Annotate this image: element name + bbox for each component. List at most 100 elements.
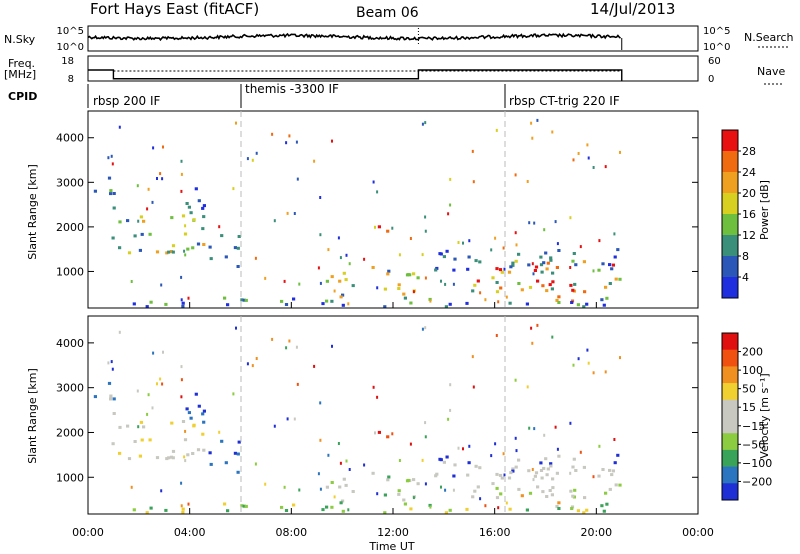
xtick-label: 04:00: [174, 526, 206, 539]
power-point: [151, 200, 154, 204]
power-cell: [109, 192, 113, 196]
beam-title: Beam 06: [356, 5, 419, 21]
velocity-cell: [540, 476, 544, 480]
velocity-cell: [514, 465, 518, 469]
colorbar-segment: [722, 333, 738, 351]
velocity-cell: [201, 432, 205, 436]
power-cell: [571, 259, 575, 263]
velocity-cell: [448, 508, 452, 512]
ytick-label: 2000: [56, 426, 84, 439]
velocity-cell: [181, 507, 185, 511]
velocity-point: [592, 371, 595, 375]
power-cell: [583, 290, 587, 294]
power-point: [572, 158, 575, 162]
velocity-cell: [608, 487, 612, 491]
colorbar-segment: [722, 172, 738, 194]
velocity-cell: [582, 511, 586, 515]
nsky-label: N.Sky: [4, 33, 36, 46]
velocity-point: [533, 427, 536, 431]
colorbar-segment: [722, 235, 738, 257]
power-point: [515, 243, 518, 247]
velocity-cell: [555, 471, 559, 475]
velocity-point: [449, 383, 452, 387]
power-cell: [428, 297, 432, 301]
velocity-cell: [571, 465, 575, 469]
power-point: [447, 212, 450, 216]
power-cell: [171, 250, 175, 254]
velocity-point: [536, 323, 539, 327]
velocity-cell: [491, 482, 495, 486]
power-point: [619, 150, 621, 154]
power-point: [462, 241, 464, 245]
velocity-point: [421, 458, 424, 462]
velocity-point: [429, 505, 432, 509]
power-cell: [339, 295, 343, 299]
power-point: [531, 262, 534, 266]
velocity-point: [180, 504, 183, 508]
power-cell: [511, 263, 515, 267]
power-point: [495, 128, 498, 132]
power-cell: [495, 290, 500, 294]
velocity-cell: [428, 503, 432, 507]
nave-label: Nave: [757, 65, 785, 78]
power-cell: [507, 270, 512, 274]
colorbar-tick-label: 16: [742, 208, 756, 221]
power-cell: [233, 246, 237, 250]
power-cell: [616, 248, 620, 252]
power-cell: [224, 255, 228, 259]
power-cell: [181, 214, 186, 218]
velocity-cell: [183, 438, 188, 442]
power-cell: [183, 232, 188, 236]
power-cell: [155, 250, 160, 254]
velocity-yticks: 1000 2000 3000 4000: [56, 337, 698, 484]
velocity-point: [251, 364, 254, 368]
velocity-cell: [498, 473, 503, 477]
power-cell: [478, 260, 482, 264]
velocity-cell: [292, 503, 296, 507]
power-point: [286, 211, 289, 215]
x-axis-label: Time UT: [368, 540, 414, 553]
velocity-cell: [371, 471, 375, 475]
colorbar-tick-label: 24: [742, 166, 756, 179]
velocity-cell: [444, 511, 448, 515]
power-cell: [539, 263, 544, 267]
velocity-point: [161, 382, 164, 386]
velocity-cell: [434, 474, 438, 478]
velocity-cell: [548, 489, 552, 492]
velocity-cell: [476, 485, 480, 489]
velocity-cell: [341, 499, 345, 503]
power-cell: [226, 303, 230, 307]
colorbar-tick-label: 28: [742, 145, 756, 158]
freq-ytick-right-bottom: 0: [708, 74, 714, 85]
colorbar-segment: [722, 277, 738, 299]
velocity-cell: [466, 473, 470, 477]
power-point: [137, 219, 140, 223]
power-cell: [551, 280, 555, 284]
power-cell: [416, 276, 420, 280]
power-point: [514, 231, 517, 235]
velocity-cell: [155, 456, 160, 460]
velocity-point: [572, 363, 575, 367]
cpid-label: CPID: [8, 90, 37, 103]
power-cell: [442, 255, 446, 259]
power-cell: [533, 269, 537, 272]
velocity-point: [317, 472, 320, 476]
velocity-cell: [164, 508, 168, 512]
power-cell: [573, 282, 577, 286]
velocity-cell: [237, 440, 241, 444]
power-point: [218, 225, 221, 229]
velocity-point: [556, 447, 559, 451]
velocity-point: [376, 395, 379, 399]
velocity-point: [331, 344, 333, 348]
velocity-point: [497, 506, 500, 510]
velocity-cell: [187, 411, 191, 415]
colorbar-frame: [721, 332, 739, 501]
power-cell: [127, 251, 132, 255]
power-point: [254, 256, 257, 260]
xtick-label: 20:00: [580, 526, 612, 539]
velocity-point: [180, 395, 183, 399]
power-point: [339, 256, 342, 260]
power-cell: [528, 285, 533, 289]
power-cell: [495, 281, 499, 284]
power-point: [598, 239, 601, 243]
